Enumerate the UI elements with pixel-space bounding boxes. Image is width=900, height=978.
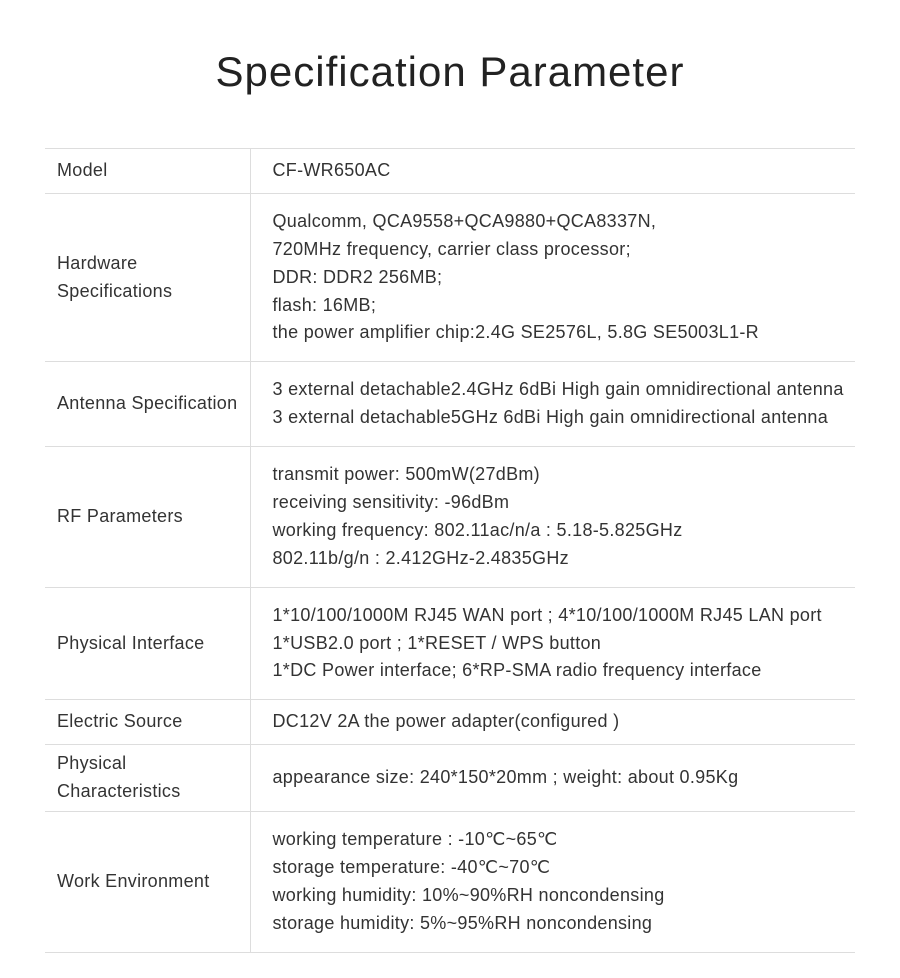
table-row: Hardware Specifications Qualcomm, QCA955… xyxy=(45,193,855,361)
row-label: Work Environment xyxy=(45,812,250,953)
row-label: Hardware Specifications xyxy=(45,193,250,361)
page-title: Specification Parameter xyxy=(45,48,855,96)
row-value: CF-WR650AC xyxy=(250,149,855,194)
row-value: 1*10/100/1000M RJ45 WAN port ; 4*10/100/… xyxy=(250,587,855,700)
table-row: Antenna Specification 3 external detacha… xyxy=(45,362,855,447)
row-label: Physical Characteristics xyxy=(45,745,250,812)
row-value: appearance size: 240*150*20mm ; weight: … xyxy=(250,745,855,812)
row-label: Model xyxy=(45,149,250,194)
table-row: Electric Source DC12V 2A the power adapt… xyxy=(45,700,855,745)
row-label: RF Parameters xyxy=(45,447,250,588)
row-label: Physical Interface xyxy=(45,587,250,700)
spec-table: Model CF-WR650AC Hardware Specifications… xyxy=(45,148,855,953)
row-value: 3 external detachable2.4GHz 6dBi High ga… xyxy=(250,362,855,447)
row-value: Qualcomm, QCA9558+QCA9880+QCA8337N,720MH… xyxy=(250,193,855,361)
table-row: Work Environment working temperature : -… xyxy=(45,812,855,953)
table-row: Model CF-WR650AC xyxy=(45,149,855,194)
row-value: DC12V 2A the power adapter(configured ) xyxy=(250,700,855,745)
row-value: working temperature : -10℃~65℃storage te… xyxy=(250,812,855,953)
table-row: Physical Interface 1*10/100/1000M RJ45 W… xyxy=(45,587,855,700)
row-label: Antenna Specification xyxy=(45,362,250,447)
row-value: transmit power: 500mW(27dBm)receiving se… xyxy=(250,447,855,588)
table-row: RF Parameters transmit power: 500mW(27dB… xyxy=(45,447,855,588)
row-label: Electric Source xyxy=(45,700,250,745)
table-row: Physical Characteristics appearance size… xyxy=(45,745,855,812)
